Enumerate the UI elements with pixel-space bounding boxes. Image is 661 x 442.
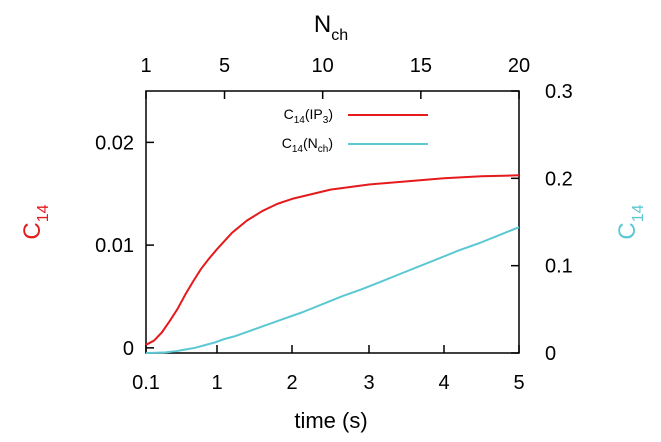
legend-label-ip3: C14(IP3): [284, 106, 333, 126]
x-tick-label: 5: [513, 372, 524, 394]
y1-tick-label: 0.01: [95, 235, 134, 257]
y1-tick-label: 0: [123, 338, 134, 360]
legend-label-nch: C14(Nch): [282, 135, 333, 155]
y2-tick-label: 0.3: [545, 81, 573, 103]
x-tick-label: 4: [438, 372, 449, 394]
x-axis-label: time (s): [294, 408, 367, 433]
x2-tick-label: 1: [140, 55, 151, 77]
ticks: [145, 90, 520, 354]
x-tick-label: 0.1: [132, 372, 160, 394]
y1-tick-label: 0.02: [95, 132, 134, 154]
y2-tick-label: 0: [545, 343, 556, 365]
series-line-nch: [145, 226, 520, 354]
y2-tick-label: 0.2: [545, 168, 573, 190]
x2-tick-label: 20: [508, 55, 530, 77]
series-lines: [145, 174, 520, 354]
right-axis-label: C14: [614, 204, 647, 239]
x-tick-label: 2: [286, 372, 297, 394]
x2-tick-label: 5: [219, 55, 230, 77]
x-tick-label: 1: [211, 372, 222, 394]
top-axis-label: Nch: [314, 11, 348, 44]
plot-frame: [145, 90, 520, 354]
x-tick-label: 3: [363, 372, 374, 394]
x2-tick-label: 10: [312, 55, 334, 77]
x2-tick-label: 15: [410, 55, 432, 77]
left-axis-label: C14: [19, 204, 52, 239]
series-line-ip3: [145, 174, 520, 346]
legend: C14(IP3) C14(Nch): [282, 106, 428, 155]
y2-tick-label: 0.1: [545, 256, 573, 278]
